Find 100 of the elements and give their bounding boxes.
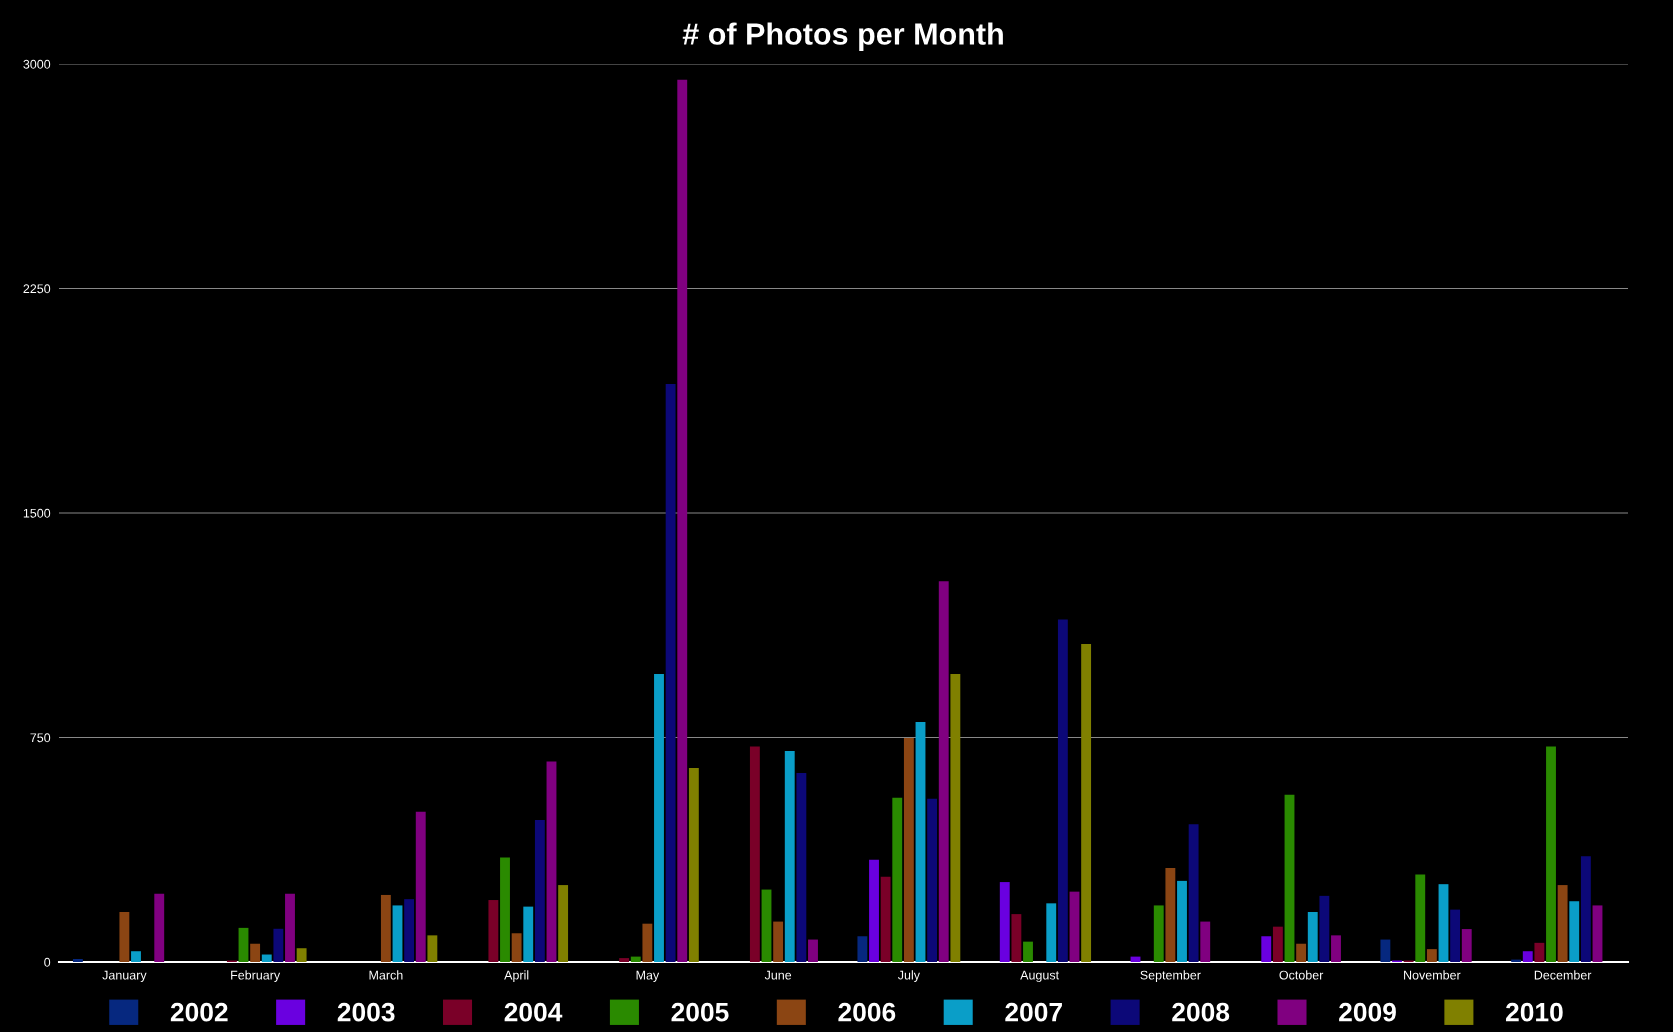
x-tick-label: August	[1020, 970, 1059, 982]
chart-title: # of Photos per Month	[682, 22, 1003, 51]
bar	[261, 954, 272, 962]
bar	[915, 721, 926, 962]
bar	[688, 768, 699, 962]
legend-label: 2010	[1505, 1002, 1563, 1022]
x-tick-label: April	[504, 970, 529, 982]
x-tick-label: December	[1534, 970, 1592, 980]
bar	[534, 820, 545, 962]
bar	[619, 958, 630, 962]
bar	[880, 876, 891, 962]
bar	[1046, 903, 1057, 962]
y-tick-label: 750	[30, 733, 51, 743]
bar	[784, 750, 795, 962]
legend-label: 2006	[838, 1002, 896, 1022]
bar	[1057, 619, 1068, 962]
bar	[1534, 942, 1545, 962]
bar	[1546, 746, 1556, 962]
bar	[950, 674, 961, 962]
x-tick-label: November	[1404, 970, 1461, 980]
bar	[546, 761, 557, 962]
bar	[1165, 868, 1176, 962]
bar	[808, 939, 818, 962]
bar	[1569, 901, 1580, 962]
bar	[642, 923, 653, 962]
x-tick-label: January	[102, 970, 147, 982]
bar	[1450, 909, 1461, 962]
legend-label: 2008	[1172, 1002, 1230, 1022]
bar	[773, 921, 784, 962]
bar	[558, 885, 569, 962]
bar	[1023, 941, 1033, 962]
bar	[654, 674, 664, 962]
bar	[857, 936, 868, 962]
bar	[1081, 644, 1092, 962]
bar	[404, 899, 415, 962]
bar	[1319, 895, 1330, 962]
bar	[1261, 936, 1272, 962]
bar	[1438, 884, 1449, 962]
bar	[1580, 856, 1591, 962]
bar	[1177, 880, 1187, 962]
bar	[154, 893, 165, 962]
bar	[250, 943, 261, 962]
bar	[1284, 794, 1295, 962]
bar	[938, 581, 949, 962]
x-tick-label: June	[764, 970, 792, 980]
bar	[238, 927, 249, 962]
bar	[869, 859, 879, 962]
bar	[1200, 921, 1211, 962]
x-tick-label: May	[636, 970, 660, 982]
bar	[500, 857, 510, 962]
bar	[511, 933, 522, 962]
bar	[999, 882, 1010, 962]
bar	[1415, 874, 1426, 962]
bar	[392, 905, 403, 962]
bar	[1461, 929, 1472, 962]
y-tick-label: 3000	[23, 59, 51, 69]
x-tick-label: February	[231, 970, 281, 982]
bar	[1296, 943, 1307, 962]
bar	[72, 959, 83, 962]
bar	[1331, 935, 1341, 962]
bar	[761, 889, 772, 962]
bar	[1011, 914, 1022, 962]
y-tick-label: 1500	[23, 508, 51, 518]
bar	[415, 811, 426, 962]
legend-label: 2009	[1339, 1002, 1396, 1022]
bar	[1557, 885, 1568, 962]
bar	[273, 928, 284, 962]
bar	[427, 935, 438, 962]
bar	[1272, 926, 1283, 962]
x-tick-label: October	[1279, 970, 1324, 980]
bar	[677, 79, 688, 962]
bar	[665, 383, 676, 962]
y-tick-label: 0	[44, 957, 51, 967]
bar	[1592, 905, 1603, 962]
bar	[1522, 951, 1533, 962]
bar	[285, 893, 295, 962]
x-tick-label: July	[897, 970, 920, 982]
bar	[927, 798, 938, 962]
bar	[1380, 939, 1391, 962]
legend-label: 2003	[337, 1002, 395, 1022]
legend-label: 2005	[671, 1002, 729, 1022]
bar	[630, 956, 641, 962]
bar	[131, 951, 141, 962]
bar	[119, 912, 130, 962]
bar	[380, 894, 391, 962]
bar	[749, 746, 760, 962]
bar	[1188, 824, 1199, 962]
legend-label: 2007	[1005, 1002, 1062, 1022]
bar	[796, 773, 807, 962]
bar	[892, 797, 903, 962]
legend-label: 2002	[170, 1002, 228, 1022]
bar	[296, 948, 307, 962]
x-tick-label: September	[1140, 970, 1201, 982]
y-tick-label: 2250	[23, 284, 51, 294]
x-tick-label: March	[369, 970, 403, 980]
bar	[488, 900, 499, 962]
legend-label: 2004	[504, 1002, 563, 1022]
bar	[1153, 905, 1164, 962]
bar	[523, 906, 534, 962]
bar	[1426, 949, 1437, 962]
